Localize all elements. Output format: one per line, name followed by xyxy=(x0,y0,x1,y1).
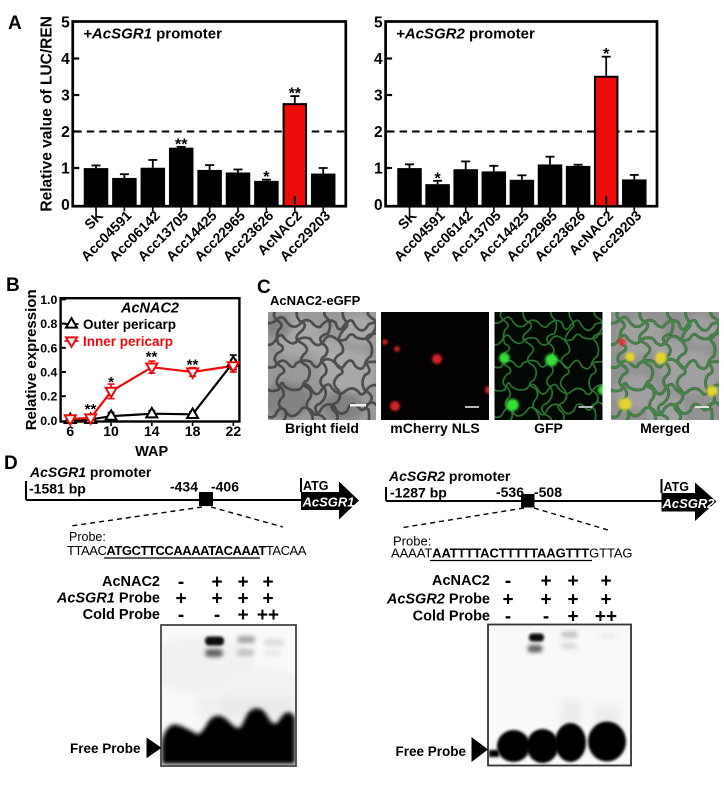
svg-text:Relative expression: Relative expression xyxy=(23,289,40,430)
svg-text:-: - xyxy=(214,605,220,626)
svg-text:Inner pericarp: Inner pericarp xyxy=(83,334,173,349)
svg-text:mCherry NLS: mCherry NLS xyxy=(390,420,479,436)
svg-text:-434: -434 xyxy=(170,479,198,495)
svg-text:+: + xyxy=(600,571,611,592)
svg-text:3: 3 xyxy=(61,88,70,105)
svg-text:22: 22 xyxy=(226,423,242,439)
svg-text:+: + xyxy=(237,572,248,593)
svg-text:**: ** xyxy=(175,136,188,153)
svg-text:+: + xyxy=(211,589,222,610)
svg-text:AcNAC2-eGFP: AcNAC2-eGFP xyxy=(270,293,361,308)
svg-text:+: + xyxy=(567,590,578,611)
svg-text:TTAACATGCTTCCAAAATACAAATTACAA: TTAACATGCTTCCAAAATACAAATTACAA xyxy=(67,543,307,558)
svg-text:AcNAC2: AcNAC2 xyxy=(432,573,490,589)
svg-text:+: + xyxy=(540,590,551,611)
svg-text:-536: -536 xyxy=(496,484,524,500)
svg-text:Cold Probe: Cold Probe xyxy=(83,607,160,623)
svg-text:AcSGR1: AcSGR1 xyxy=(302,495,355,510)
svg-text:B: B xyxy=(6,275,20,296)
svg-text:10: 10 xyxy=(103,423,119,439)
svg-text:AAAATAATTTTACTTTTTAAGTTTGTTAG: AAAATAATTTTACTTTTTAAGTTTGTTAG xyxy=(391,546,632,561)
svg-text:+: + xyxy=(237,605,248,626)
svg-text:+: + xyxy=(211,572,222,593)
svg-text:6: 6 xyxy=(66,423,74,439)
svg-text:-: - xyxy=(178,572,184,593)
svg-text:0.2: 0.2 xyxy=(40,390,57,404)
svg-text:0.6: 0.6 xyxy=(40,341,57,355)
svg-text:Probe:: Probe: xyxy=(393,534,431,549)
svg-text:1: 1 xyxy=(61,161,70,178)
svg-text:*: * xyxy=(434,170,441,187)
svg-text:0.8: 0.8 xyxy=(40,317,57,331)
svg-text:3: 3 xyxy=(374,88,383,105)
svg-text:+: + xyxy=(540,571,551,592)
svg-text:5: 5 xyxy=(374,15,383,32)
svg-text:Probe:: Probe: xyxy=(69,530,106,544)
svg-text:Outer pericarp: Outer pericarp xyxy=(83,317,176,332)
svg-text:+: + xyxy=(600,590,611,611)
svg-text:+: + xyxy=(262,572,273,593)
svg-text:C: C xyxy=(257,277,271,298)
svg-text:0.0: 0.0 xyxy=(40,414,57,428)
svg-text:-: - xyxy=(505,607,511,628)
svg-text:Cold Probe: Cold Probe xyxy=(413,609,490,625)
svg-text:AcSGR1 Probe: AcSGR1 Probe xyxy=(56,591,160,607)
svg-text:2: 2 xyxy=(61,124,70,141)
svg-text:A: A xyxy=(8,13,22,34)
svg-text:+: + xyxy=(567,607,578,628)
svg-text:*: * xyxy=(263,169,270,186)
svg-text:+AcSGR2 promoter: +AcSGR2 promoter xyxy=(396,26,535,43)
svg-text:**: ** xyxy=(187,357,199,374)
svg-text:AcNAC2: AcNAC2 xyxy=(102,574,160,590)
svg-text:GFP: GFP xyxy=(534,420,563,436)
svg-text:**: ** xyxy=(146,349,158,366)
svg-text:Relative value of LUC/REN: Relative value of LUC/REN xyxy=(39,16,56,212)
svg-text:AcSGR2 Probe: AcSGR2 Probe xyxy=(386,592,490,608)
svg-text:2: 2 xyxy=(374,124,383,141)
svg-text:Free Probe: Free Probe xyxy=(395,744,466,759)
svg-text:Free Probe: Free Probe xyxy=(70,741,141,756)
svg-text:+: + xyxy=(567,571,578,592)
svg-text:+AcSGR1 promoter: +AcSGR1 promoter xyxy=(83,26,222,43)
svg-text:-1581 bp: -1581 bp xyxy=(29,481,86,497)
svg-text:WAP: WAP xyxy=(135,444,168,460)
svg-text:+: + xyxy=(262,589,273,610)
svg-text:Bright field: Bright field xyxy=(285,420,359,436)
svg-text:**: ** xyxy=(85,401,97,418)
svg-text:5: 5 xyxy=(61,15,70,32)
svg-text:D: D xyxy=(4,453,18,474)
svg-text:14: 14 xyxy=(144,423,160,439)
svg-text:-508: -508 xyxy=(534,484,562,500)
svg-text:-406: -406 xyxy=(211,479,239,495)
svg-text:0.4: 0.4 xyxy=(40,366,57,380)
svg-text:0: 0 xyxy=(61,197,70,214)
svg-text:-1287 bp: -1287 bp xyxy=(390,485,447,501)
svg-text:4: 4 xyxy=(61,51,70,68)
svg-text:+: + xyxy=(502,590,513,611)
svg-text:*: * xyxy=(108,374,114,391)
svg-text:-: - xyxy=(178,605,184,626)
svg-text:0: 0 xyxy=(374,197,383,214)
svg-text:AcSGR1 promoter: AcSGR1 promoter xyxy=(29,464,152,480)
svg-text:AcSGR2: AcSGR2 xyxy=(662,496,716,511)
svg-text:Merged: Merged xyxy=(640,420,690,436)
svg-text:-: - xyxy=(543,607,549,628)
svg-text:*: * xyxy=(603,46,610,63)
svg-text:-: - xyxy=(505,571,511,592)
svg-text:**: ** xyxy=(289,86,302,103)
svg-text:++: ++ xyxy=(595,607,617,628)
svg-text:1: 1 xyxy=(374,161,383,178)
svg-text:4: 4 xyxy=(374,51,383,68)
svg-text:+: + xyxy=(175,589,186,610)
svg-text:ATG: ATG xyxy=(303,479,328,493)
svg-text:+: + xyxy=(237,589,248,610)
svg-text:AcNAC2: AcNAC2 xyxy=(120,301,179,317)
svg-text:++: ++ xyxy=(257,605,279,626)
svg-text:18: 18 xyxy=(185,423,201,439)
svg-text:AcSGR2 promoter: AcSGR2 promoter xyxy=(388,468,511,484)
svg-text:ATG: ATG xyxy=(664,480,689,494)
svg-text:1.0: 1.0 xyxy=(40,293,57,307)
